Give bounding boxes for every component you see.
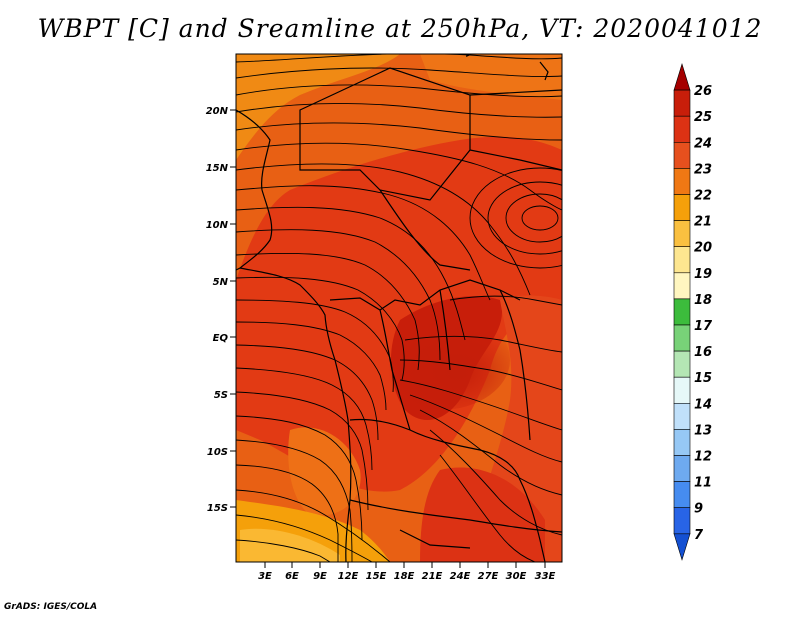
lat-label-15s: 15S [207, 503, 228, 514]
country-borders [236, 61, 562, 562]
lon-label-15e: 15E [366, 571, 387, 582]
colorbar-label: 22 [694, 189, 712, 204]
lat-label-eq: EQ [213, 333, 229, 344]
colorbar-label: 21 [694, 215, 712, 230]
lat-axis: 20N 15N 10N 5N EQ 5S 10S 15S [206, 106, 236, 514]
map-title: WBPT [C] and Sreamline at 250hPa, VT: 20… [37, 14, 763, 43]
lon-label-21e: 21E [422, 571, 443, 582]
colorbar-swatch [673, 324, 691, 352]
colorbar-swatch [673, 455, 691, 482]
colorbar-label: 15 [694, 371, 712, 386]
temp-field-22-northeast [420, 54, 562, 100]
colorbar-triangle-bottom [673, 533, 691, 561]
colorbar-swatch [673, 194, 691, 221]
colorbar-label: 19 [694, 267, 712, 282]
lon-label-12e: 12E [338, 571, 359, 582]
colorbar-swatch [673, 168, 691, 195]
lat-label-5n: 5N [213, 277, 229, 288]
colorbar-label: 13 [694, 423, 712, 438]
temp-field-22-north [236, 54, 400, 160]
colorbar-label: 18 [694, 293, 712, 308]
colorbar-label: 11 [694, 476, 712, 491]
colorbar-swatch [673, 402, 691, 430]
colorbar-label: 9 [694, 502, 703, 517]
colorbar-swatch [673, 350, 691, 378]
colorbar-swatch [673, 272, 691, 300]
lon-label-24e: 24E [450, 571, 471, 582]
lat-label-10s: 10S [207, 447, 228, 458]
lon-label-9e: 9E [313, 571, 327, 582]
temp-field-22-south [288, 427, 361, 516]
colorbar-label: 23 [694, 162, 712, 177]
lat-label-5s: 5S [214, 390, 228, 401]
colorbar-label: 26 [694, 84, 712, 99]
colorbar-swatch [673, 429, 691, 456]
streamlines [236, 54, 562, 562]
colorbar-swatch [673, 507, 691, 535]
colorbar-label: 25 [694, 110, 712, 125]
colorbar: 26 25 24 23 22 21 20 19 18 17 16 15 14 13 12 11 9 7 [673, 62, 713, 561]
plot-frame [235, 53, 563, 563]
colorbar-label: 12 [694, 450, 712, 465]
colorbar-label: 24 [694, 136, 712, 151]
lat-label-10n: 10N [206, 220, 229, 231]
lon-label-18e: 18E [394, 571, 415, 582]
colorbar-swatch [673, 220, 691, 248]
colorbar-swatch [673, 115, 691, 143]
colorbar-swatch [673, 298, 691, 326]
colorbar-label: 20 [694, 241, 712, 256]
lat-label-15n: 15N [206, 163, 229, 174]
temp-field-24-southeast [420, 467, 545, 562]
colorbar-label: 7 [694, 528, 704, 543]
temp-field-24 [236, 136, 562, 492]
lat-label-20n: 20N [206, 106, 229, 117]
colorbar-swatch [673, 481, 691, 509]
colorbar-swatch [673, 142, 691, 169]
lon-label-30e: 30E [506, 571, 527, 582]
lon-label-6e: 6E [285, 571, 299, 582]
colorbar-swatch [673, 246, 691, 274]
lon-label-33e: 33E [535, 571, 556, 582]
map-plot-area [236, 54, 562, 562]
credit-text: GrADS: IGES/COLA [4, 602, 98, 612]
colorbar-label: 17 [694, 319, 713, 334]
colorbar-swatch [673, 89, 691, 117]
colorbar-triangle-top [673, 62, 691, 91]
lon-axis: 3E 6E 9E 12E 15E 18E 21E 24E 27E 30E 33E [258, 562, 556, 582]
colorbar-label: 16 [694, 345, 712, 360]
colorbar-swatch [673, 376, 691, 404]
lon-label-3e: 3E [258, 571, 272, 582]
lon-label-27e: 27E [478, 571, 499, 582]
colorbar-label: 14 [694, 397, 712, 412]
